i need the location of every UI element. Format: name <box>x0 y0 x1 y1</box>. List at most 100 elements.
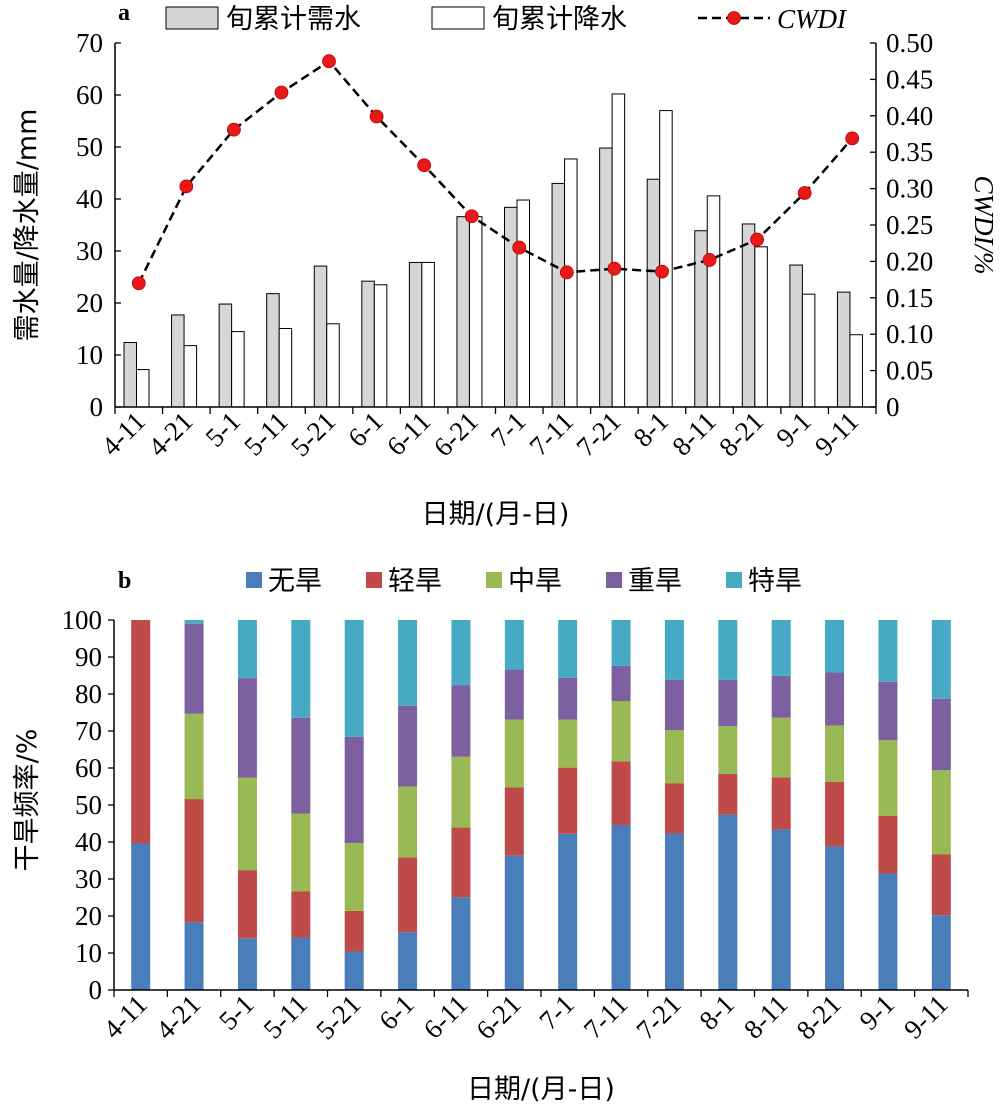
stack-seg-重旱-7-21 <box>664 679 684 731</box>
x-tick-label: 7-21 <box>570 406 626 462</box>
x-tick-label-b: 4-11 <box>97 989 153 1045</box>
x-tick-label: 4-21 <box>142 406 198 462</box>
bar-rain-7-1 <box>516 199 530 408</box>
y-tick-label-b: 30 <box>75 864 102 894</box>
bar-rain-7-21 <box>611 93 626 408</box>
x-tick-label: 6-1 <box>342 406 389 453</box>
bar-need-4-11 <box>123 342 137 408</box>
bar-need-9-11 <box>836 291 851 408</box>
stack-seg-轻旱-6-11 <box>451 827 471 898</box>
stack-seg-无旱-5-21 <box>344 951 364 990</box>
stack-seg-中旱-5-1 <box>237 777 257 871</box>
x-axis-title-b: 日期/(月-日) <box>467 1074 615 1105</box>
bar-rain-6-21 <box>468 216 483 408</box>
stack-seg-特旱-5-1 <box>237 620 257 679</box>
stack-seg-无旱-5-11 <box>291 937 311 990</box>
stack-seg-中旱-8-1 <box>718 726 738 774</box>
y-tick-label-b: 70 <box>75 716 102 746</box>
bar-rain-8-21 <box>754 246 768 408</box>
x-tick-label-b: 8-1 <box>693 989 740 1036</box>
cwdi-point-4-11 <box>131 276 146 291</box>
y2-tick-label: 0.15 <box>886 283 933 313</box>
x-tick-label: 5-1 <box>199 406 246 453</box>
stack-seg-轻旱-5-21 <box>344 910 364 952</box>
cwdi-point-9-1 <box>797 186 812 200</box>
bar-rain-6-11 <box>421 261 435 408</box>
y-tick-label: 60 <box>76 80 103 110</box>
y-tick-label: 20 <box>76 288 103 318</box>
legend-label-中旱: 中旱 <box>508 566 562 597</box>
legend-label-need: 旬累计需水 <box>226 4 361 35</box>
bar-rain-8-11 <box>706 195 721 408</box>
legend-swatch-无旱 <box>246 572 262 588</box>
x-tick-label-b: 7-21 <box>630 989 686 1045</box>
stack-seg-重旱-7-11 <box>611 665 631 702</box>
y-tick-label: 0 <box>90 392 104 422</box>
stack-seg-轻旱-7-21 <box>664 783 684 834</box>
x-tick-label: 8-11 <box>666 406 722 462</box>
panel-label-b: b <box>118 568 131 594</box>
stack-seg-特旱-5-11 <box>291 620 311 718</box>
stack-seg-重旱-8-21 <box>825 672 845 726</box>
cwdi-point-5-11 <box>274 85 289 100</box>
stack-seg-重旱-9-1 <box>878 681 898 741</box>
stack-seg-特旱-7-11 <box>611 620 631 666</box>
bar-need-7-11 <box>551 182 566 408</box>
stack-seg-中旱-5-11 <box>291 813 311 892</box>
x-tick-label-b: 6-11 <box>418 989 474 1045</box>
stack-seg-中旱-4-21 <box>184 713 204 800</box>
x-tick-label-b: 6-21 <box>470 989 526 1045</box>
cwdi-point-4-21 <box>179 179 194 194</box>
bar-need-7-1 <box>504 206 518 408</box>
stack-seg-无旱-4-21 <box>184 922 204 990</box>
bar-need-4-21 <box>171 314 185 408</box>
x-tick-label: 8-21 <box>713 406 769 462</box>
legend-swatch-中旱 <box>486 572 502 588</box>
x-tick-label-b: 7-1 <box>533 989 580 1036</box>
bar-need-5-21 <box>313 265 328 408</box>
bar-rain-5-1 <box>231 331 245 408</box>
y-tick-label-b: 0 <box>89 975 103 1005</box>
bar-need-5-11 <box>266 293 280 408</box>
y2-tick-label: 0.30 <box>886 174 933 204</box>
bar-need-8-1 <box>646 178 661 408</box>
stack-seg-无旱-7-1 <box>558 833 578 990</box>
y2-tick-label: 0.10 <box>886 319 933 349</box>
y2-tick-label: 0.40 <box>886 101 933 131</box>
bar-need-9-1 <box>789 264 803 408</box>
stack-seg-轻旱-8-11 <box>771 777 791 830</box>
stack-seg-无旱-9-11 <box>931 915 951 990</box>
bar-rain-4-11 <box>136 369 150 408</box>
legend-label-重旱: 重旱 <box>628 566 682 597</box>
x-tick-label: 4-11 <box>96 406 152 462</box>
x-tick-label: 6-21 <box>428 406 484 462</box>
y2-tick-label: 0.50 <box>886 28 933 58</box>
stack-seg-特旱-7-21 <box>664 620 684 680</box>
stack-seg-中旱-7-11 <box>611 701 631 762</box>
stack-seg-中旱-9-1 <box>878 740 898 816</box>
stack-seg-轻旱-7-11 <box>611 761 631 825</box>
stack-seg-特旱-5-21 <box>344 620 364 737</box>
bar-need-5-1 <box>218 303 233 408</box>
stack-seg-特旱-8-21 <box>825 620 845 673</box>
cwdi-point-8-11 <box>702 253 717 267</box>
stack-seg-中旱-9-11 <box>931 770 951 855</box>
bar-rain-9-1 <box>801 293 816 408</box>
stack-seg-轻旱-8-21 <box>825 781 845 847</box>
cwdi-line <box>137 59 854 284</box>
stack-seg-轻旱-5-11 <box>291 891 311 938</box>
y-axis-title: 需水量/降水量/mm <box>12 109 43 342</box>
stack-seg-轻旱-9-1 <box>878 815 898 874</box>
chart-b: b 0 10 20 30 40 50 60 70 80 90 100 4-114-21 5-15-115… <box>12 566 969 1105</box>
x-tick-label-b: 8-21 <box>791 989 847 1045</box>
stack-seg-特旱-6-11 <box>451 620 471 686</box>
bar-need-8-21 <box>741 223 756 408</box>
stack-seg-轻旱-6-1 <box>398 857 418 933</box>
stack-seg-轻旱-7-1 <box>558 767 578 834</box>
cwdi-point-8-1 <box>655 264 669 279</box>
stack-seg-重旱-6-11 <box>451 685 471 757</box>
stack-seg-轻旱-4-11 <box>131 620 151 844</box>
stack-seg-特旱-4-21 <box>184 620 204 624</box>
stack-seg-轻旱-6-21 <box>504 787 524 856</box>
stack-seg-特旱-8-1 <box>718 620 738 680</box>
